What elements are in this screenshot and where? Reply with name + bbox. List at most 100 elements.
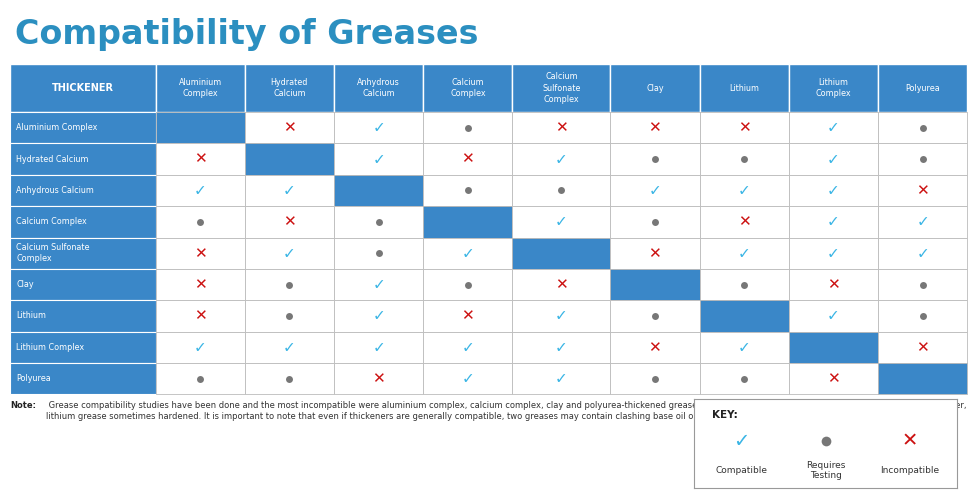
Text: Calcium
Complex: Calcium Complex [450, 78, 486, 98]
Bar [423, 206, 513, 238]
Bar [10, 269, 155, 300]
Bar [788, 332, 878, 363]
Text: ✕: ✕ [372, 371, 385, 386]
Text: Aluminium Complex: Aluminium Complex [17, 123, 98, 132]
Text: ✓: ✓ [827, 183, 840, 198]
Bar [334, 112, 423, 143]
Bar [513, 112, 611, 143]
Bar [10, 238, 155, 269]
Bar [788, 238, 878, 269]
Text: Incompatible: Incompatible [880, 466, 940, 475]
Text: ✓: ✓ [372, 277, 385, 292]
Text: ✕: ✕ [738, 214, 750, 229]
Text: ✕: ✕ [902, 431, 918, 451]
Bar [423, 238, 513, 269]
Bar [334, 332, 423, 363]
Bar [10, 112, 155, 143]
Bar [611, 238, 700, 269]
Bar [334, 269, 423, 300]
Text: Grease compatibility studies have been done and the most incompatible were alumi: Grease compatibility studies have been d… [46, 401, 967, 421]
Text: Calcium
Sulfonate
Complex: Calcium Sulfonate Complex [542, 72, 580, 104]
Text: Anhydrous
Calcium: Anhydrous Calcium [358, 78, 400, 98]
Bar [878, 175, 967, 206]
Bar [878, 206, 967, 238]
Bar [513, 143, 611, 175]
Bar [334, 206, 423, 238]
Bar [513, 363, 611, 394]
Text: ✓: ✓ [649, 183, 661, 198]
Bar [513, 238, 611, 269]
Bar [611, 332, 700, 363]
Text: ✕: ✕ [193, 277, 206, 292]
Bar [700, 238, 788, 269]
Bar [788, 143, 878, 175]
Text: ✓: ✓ [827, 120, 840, 135]
Bar [334, 143, 423, 175]
Bar [423, 112, 513, 143]
Text: ✓: ✓ [555, 214, 568, 229]
Text: ✕: ✕ [649, 246, 661, 261]
Bar [334, 300, 423, 332]
Text: Lithium
Complex: Lithium Complex [816, 78, 851, 98]
Text: ✓: ✓ [555, 340, 568, 355]
Text: ✕: ✕ [738, 120, 750, 135]
Bar [245, 363, 334, 394]
Text: ✕: ✕ [649, 120, 661, 135]
Bar [611, 206, 700, 238]
Bar [878, 112, 967, 143]
Text: Hydrated Calcium: Hydrated Calcium [17, 154, 89, 164]
Bar [700, 206, 788, 238]
Bar [155, 175, 245, 206]
Text: ✓: ✓ [193, 340, 206, 355]
Text: ✓: ✓ [827, 151, 840, 167]
Bar [334, 363, 423, 394]
Text: ✓: ✓ [827, 246, 840, 261]
Bar [611, 112, 700, 143]
Bar [700, 112, 788, 143]
Text: Compatible: Compatible [715, 466, 767, 475]
Bar [423, 332, 513, 363]
Bar [788, 175, 878, 206]
Text: Anhydrous Calcium: Anhydrous Calcium [17, 186, 95, 195]
Text: ✕: ✕ [916, 340, 929, 355]
Bar [788, 300, 878, 332]
Text: ✕: ✕ [461, 309, 474, 323]
Text: THICKENER: THICKENER [52, 83, 113, 93]
Bar [10, 175, 155, 206]
Bar [788, 112, 878, 143]
Text: ✓: ✓ [372, 151, 385, 167]
Bar [245, 269, 334, 300]
Bar [10, 64, 155, 112]
Bar [878, 332, 967, 363]
Bar [155, 332, 245, 363]
Bar [423, 175, 513, 206]
Bar [334, 64, 423, 112]
Bar [788, 363, 878, 394]
Bar [10, 206, 155, 238]
Text: Aluminium
Complex: Aluminium Complex [179, 78, 222, 98]
Text: ✓: ✓ [283, 340, 296, 355]
Bar [611, 143, 700, 175]
Bar [245, 143, 334, 175]
Bar [513, 64, 611, 112]
Bar [245, 175, 334, 206]
Bar [245, 206, 334, 238]
Text: ✕: ✕ [555, 277, 568, 292]
Bar [155, 143, 245, 175]
Text: ✓: ✓ [461, 246, 474, 261]
Bar [10, 143, 155, 175]
Bar [334, 238, 423, 269]
Bar [700, 64, 788, 112]
Bar [155, 64, 245, 112]
Text: Polyurea: Polyurea [17, 374, 51, 383]
Bar [788, 269, 878, 300]
Text: ✓: ✓ [555, 309, 568, 323]
Text: Requires
Testing: Requires Testing [806, 460, 845, 480]
Text: ✓: ✓ [555, 371, 568, 386]
Text: Lithium: Lithium [17, 312, 47, 320]
Bar [10, 332, 155, 363]
Text: ✕: ✕ [461, 151, 474, 167]
Text: ✕: ✕ [916, 183, 929, 198]
Text: Calcium Sulfonate
Complex: Calcium Sulfonate Complex [17, 244, 90, 263]
Bar [700, 269, 788, 300]
